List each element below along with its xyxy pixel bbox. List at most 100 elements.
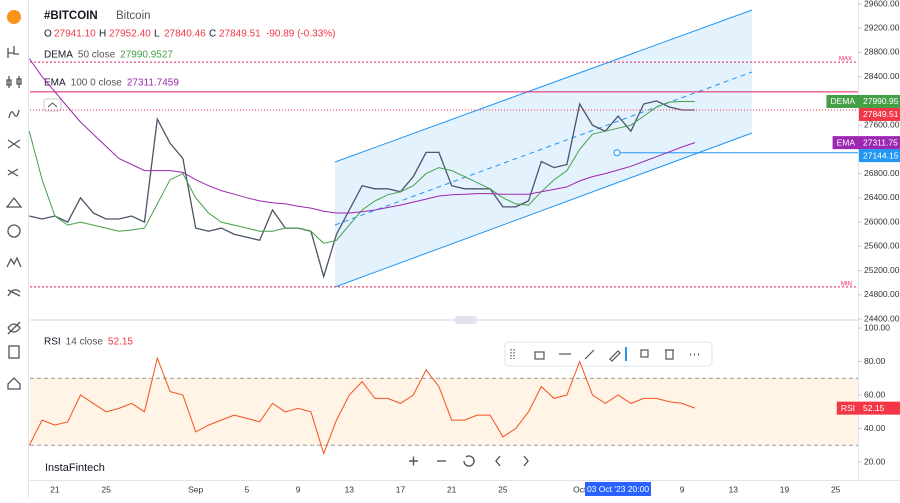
ohlc-label: L (154, 29, 160, 40)
ohlc-label: C (209, 29, 216, 40)
tool-icons (5, 46, 23, 390)
price-tag (859, 136, 900, 150)
x-tick-label: 5 (245, 484, 250, 494)
channel[interactable] (335, 10, 752, 287)
ohlc-value: 27952.40 (109, 29, 151, 40)
delete-button[interactable] (665, 349, 674, 360)
toolbar (0, 0, 28, 498)
x-tick-label: 25 (498, 484, 508, 494)
tool-icon[interactable] (7, 224, 21, 238)
change: -90.89 (-0.33%) (266, 29, 335, 40)
series-line (29, 100, 695, 279)
x-tick-label: 17 (396, 484, 406, 494)
reset[interactable] (463, 455, 475, 467)
scroll-left[interactable] (495, 455, 501, 467)
ohlc-value: 27941.10 (54, 29, 96, 40)
clone-button[interactable] (640, 349, 649, 358)
y-tick-label: 26800.00 (864, 168, 900, 178)
channel-upper (334, 9, 753, 163)
y-tick-label: 40.00 (864, 423, 886, 433)
indicator-name: RSI (44, 337, 61, 348)
price-tag-name: EMA (837, 137, 856, 147)
y-tick-label: 60.00 (864, 389, 886, 399)
color-button[interactable] (609, 350, 621, 362)
price-tag (859, 401, 900, 415)
symbol-name: Bitcoin (116, 10, 151, 22)
indicator-value: 27311.7459 (127, 78, 180, 89)
tool-icon[interactable] (6, 76, 22, 88)
axes: 21 25 Sep 5 9 13 17 21 25 Oct 9 13 19 25 29600.00 29200… (50, 0, 900, 494)
symbol: #BITCOIN (44, 10, 98, 22)
indicator-name: DEMA (44, 50, 73, 61)
lock-button[interactable] (534, 351, 545, 360)
tool-icon[interactable] (5, 196, 23, 208)
price-tag (859, 107, 900, 121)
tool-icon[interactable] (6, 256, 22, 268)
y-tick-label: 26000.00 (864, 216, 900, 226)
y-tick-label: 25600.00 (864, 241, 900, 251)
collapse-icon (47, 102, 58, 108)
indicator-params: 100 0 close (71, 78, 123, 89)
watermark: InstaFintech (45, 462, 105, 474)
rsi-band-fill (30, 378, 858, 446)
y-tick-label: 20.00 (864, 456, 886, 466)
indicator-legends: DEMA 50 close 27990.9527 EMA 100 0 close 2731… (44, 50, 179, 348)
x-tick-label: 9 (680, 484, 685, 494)
drawing-toolbar-icons (510, 347, 699, 362)
y-tick-label: 28400.00 (864, 71, 900, 81)
level-anchor (613, 149, 621, 157)
x-tick-label: 21 (447, 484, 457, 494)
indicator-value: 27990.9527 (120, 50, 173, 61)
y-tick-label: 24400.00 (864, 313, 900, 323)
y-tick-label: 29200.00 (864, 22, 900, 32)
price-tag-value: 27990.95 (863, 96, 899, 106)
x-tick-label: Sep (188, 484, 203, 494)
y-tick-label: 27600.00 (864, 119, 900, 129)
channel-mid (334, 71, 753, 226)
scroll-right[interactable] (523, 455, 529, 467)
y-tick-label: 100.00 (864, 322, 890, 332)
tool-icon[interactable] (7, 139, 21, 149)
price-tag-value: 52.15 (863, 403, 885, 413)
tool-icon[interactable] (8, 345, 20, 359)
indicator-params: 50 close (78, 50, 116, 61)
channel-lower (334, 132, 753, 288)
price-tag-name: RSI (841, 403, 855, 413)
indicator-params: 14 close (66, 337, 104, 348)
x-tick-label: 25 (831, 484, 841, 494)
plot: MAX MIN (28, 57, 858, 456)
tool-icon[interactable] (7, 289, 21, 297)
price-tag-name-bg (832, 136, 859, 150)
price-tag-value: 27144.15 (863, 150, 899, 160)
ohlc-label: O (44, 29, 52, 40)
price-tag (859, 149, 900, 163)
tool-icon[interactable] (7, 321, 21, 335)
level-label: MAX (839, 57, 852, 63)
x-tick-label: 13 (345, 484, 355, 494)
tool-icon[interactable] (7, 46, 19, 58)
level-label: MIN (841, 281, 852, 287)
price-tag (859, 94, 900, 108)
collapse-button[interactable] (43, 98, 62, 112)
pane-handle[interactable] (455, 316, 477, 324)
y-tick-label: 28800.00 (864, 47, 900, 57)
crosshair-label: 03 Oct '23 20:00 (587, 484, 649, 494)
x-tick-label: 13 (729, 484, 739, 494)
symbol-icon[interactable] (7, 10, 21, 24)
price-tag-value: 27849.51 (863, 109, 899, 119)
tool-icon[interactable] (8, 109, 20, 119)
indicator-value: 52.15 (108, 337, 133, 348)
tool-icon[interactable] (7, 377, 21, 390)
x-tick-label: 25 (101, 484, 111, 494)
zoom-in[interactable] (409, 456, 418, 466)
tool-icon[interactable] (7, 168, 19, 177)
ohlc-value: 27840.46 (164, 29, 206, 40)
price-tag-value: 27311.75 (863, 137, 898, 147)
drawing-toolbar (504, 341, 713, 367)
line-button[interactable] (584, 349, 595, 360)
y-tick-label: 25200.00 (864, 265, 900, 275)
price-tag-name: DEMA (830, 96, 855, 106)
y-tick-label: 80.00 (864, 356, 886, 366)
